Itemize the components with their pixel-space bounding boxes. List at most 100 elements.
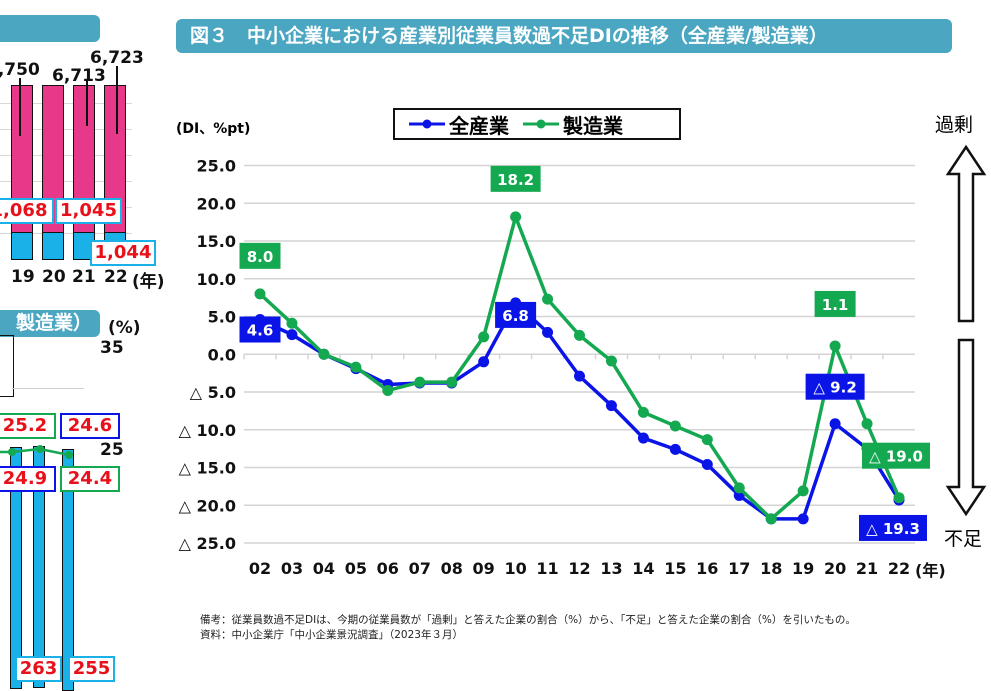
data-label-box	[862, 442, 930, 469]
x-tick-label: 14	[632, 559, 654, 578]
bottom-value-label: 1,068	[0, 198, 54, 224]
y-tick-label: △ 15.0	[179, 459, 236, 478]
x-tick-label: 06	[377, 559, 399, 578]
y-tick-label: △ 25.0	[179, 534, 236, 553]
y-axis-label: (DI、%pt)	[176, 121, 251, 137]
data-point	[893, 492, 905, 504]
legend-label: 製造業	[563, 113, 623, 138]
data-label: △ 19.0	[869, 448, 923, 466]
data-point	[669, 420, 681, 432]
data-point	[574, 329, 585, 341]
data-label-box	[814, 290, 856, 317]
left-top-title-bar	[0, 15, 100, 42]
data-point	[478, 331, 490, 343]
x-tick-label: 09	[473, 559, 495, 578]
left-gridline	[12, 388, 84, 389]
bottom-value-label: 1,045	[55, 198, 122, 224]
y-tick: 25	[100, 440, 124, 460]
data-label-box	[490, 165, 541, 192]
data-point	[446, 376, 458, 388]
y-tick-label: △ 5.0	[190, 383, 236, 402]
data-point	[478, 356, 490, 368]
data-point	[733, 482, 745, 494]
data-label: 18.2	[497, 171, 534, 189]
x-tick-label: 08	[441, 559, 463, 578]
data-point	[829, 340, 841, 352]
data-label: 1.1	[822, 296, 849, 314]
y-tick-label: △ 20.0	[179, 496, 236, 515]
x-tick: 21	[72, 267, 96, 287]
data-label-box	[859, 514, 927, 541]
legend-marker-blue-icon	[409, 119, 445, 129]
x-tick-label: 12	[568, 559, 590, 578]
legend-marker-green-icon	[523, 119, 559, 129]
legend: 全産業 製造業	[393, 108, 681, 140]
data-label: 6.8	[502, 307, 529, 325]
data-point	[637, 432, 649, 444]
y-tick-label: 25.0	[197, 157, 236, 176]
x-tick-label: 03	[281, 559, 303, 578]
arrow-down-icon	[945, 338, 987, 517]
x-tick-label: 19	[792, 559, 814, 578]
blue-label: 24.6	[60, 413, 120, 439]
note-source: 資料：中小企業庁「中小企業景況調査」（2023年３月）	[200, 629, 463, 641]
annotation-shortage: 不足	[944, 528, 983, 550]
x-tick-label: 02	[249, 559, 271, 578]
x-tick-label: 22	[888, 559, 910, 578]
data-label: △ 9.2	[813, 379, 856, 397]
data-point	[350, 361, 362, 373]
y-unit: (%)	[108, 318, 141, 338]
data-point	[765, 513, 777, 525]
data-point	[286, 329, 298, 341]
left-line	[0, 445, 73, 459]
total-label: 6,723	[90, 48, 144, 68]
leader-line	[86, 80, 88, 126]
y-tick: 35	[100, 338, 124, 358]
data-label: 4.6	[247, 322, 274, 340]
legend-item-manufacturing: 製造業	[523, 110, 623, 139]
y-tick-label: 20.0	[197, 194, 236, 213]
x-tick-label: 04	[313, 559, 335, 578]
data-point	[382, 384, 394, 396]
data-label-box	[239, 316, 281, 343]
data-point	[605, 355, 617, 367]
y-tick-label: 10.0	[197, 270, 236, 289]
data-point	[286, 317, 298, 329]
total-label: 6,750	[0, 60, 40, 80]
note-remarks: 備考：従業員数過不足DIは、今期の従業員数が「過剰」と答えた企業の割合（%）から…	[200, 614, 856, 626]
data-point	[701, 434, 713, 446]
data-point	[797, 513, 809, 525]
chart-title: 図３ 中小企業における産業別従業員数過不足DIの推移（全産業/製造業）	[176, 19, 952, 53]
data-label: 8.0	[247, 248, 274, 266]
x-tick-label: 20	[824, 559, 846, 578]
leader-line	[19, 78, 21, 136]
data-point	[318, 348, 330, 360]
x-tick-label: 07	[409, 559, 431, 578]
leader-line	[116, 66, 118, 134]
data-point	[542, 326, 554, 338]
legend-label: 全産業	[449, 113, 509, 138]
x-tick-label: 10	[504, 559, 526, 578]
direction-arrows-icon	[945, 144, 987, 517]
y-tick-label: 0.0	[208, 345, 236, 364]
y-tick-label: 15.0	[197, 232, 236, 251]
green-label: 25.2	[0, 413, 56, 439]
x-tick-label: 17	[728, 559, 750, 578]
data-point	[797, 485, 809, 497]
x-tick-label: 21	[856, 559, 878, 578]
x-tick: 20	[42, 267, 66, 287]
x-unit: (年)	[132, 272, 165, 292]
left-bar-bottom	[42, 232, 64, 260]
left-box	[0, 335, 14, 397]
data-point	[510, 211, 522, 223]
data-point	[605, 400, 617, 412]
data-point	[542, 293, 554, 305]
data-point	[701, 458, 713, 470]
data-point	[254, 288, 266, 300]
left-bar-bottom	[11, 232, 33, 260]
x-tick-label: 18	[760, 559, 782, 578]
x-tick-label: 05	[345, 559, 367, 578]
x-axis-unit: (年)	[915, 561, 946, 580]
x-tick: 19	[11, 267, 35, 287]
